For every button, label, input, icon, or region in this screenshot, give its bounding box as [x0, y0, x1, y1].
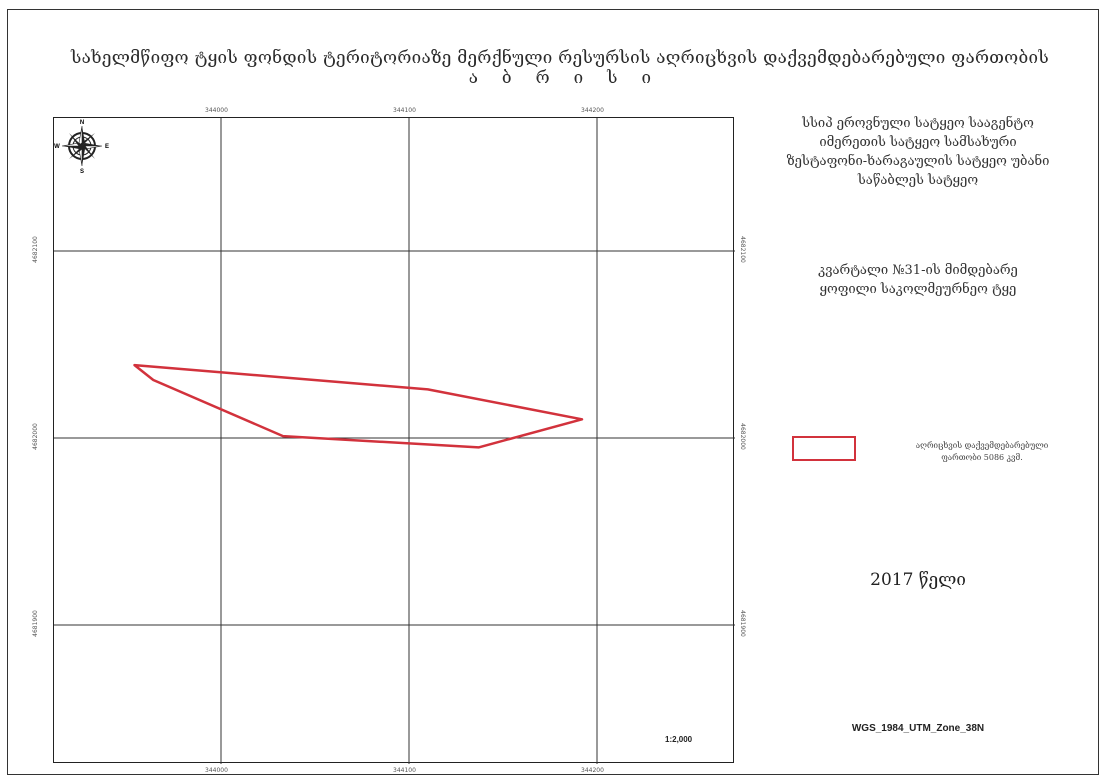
compass-w: W [54, 144, 60, 150]
y-tick-right-4682000: 4682000 [738, 423, 746, 450]
scale-label: 1:2,000 [665, 735, 693, 744]
crs-label: WGS_1984_UTM_Zone_38N [851, 723, 985, 734]
organization-line: ზესტაფონი-ხარაგაულის სატყეო უბანი [786, 154, 1050, 169]
quarter-line: ყოფილი საკოლმეურნეო ტყე [819, 282, 1017, 297]
x-tick-top-344000: 344000 [205, 107, 228, 114]
compass-n: N [80, 120, 84, 126]
y-tick-left-4682100: 4682100 [31, 236, 39, 263]
legend-line: ფართობი 5086 კვმ. [941, 453, 1023, 462]
page-frame [7, 9, 1099, 775]
y-tick-left-4682000: 4682000 [31, 423, 39, 450]
x-tick-bottom-344100: 344100 [393, 767, 416, 774]
organization-line: სსიპ ეროვნული სატყეო სააგენტო [802, 116, 1034, 131]
y-tick-right-4681900: 4681900 [738, 610, 746, 637]
legend-label: აღრიცხვის დაქვემდებარებული ფართობი 5086 … [862, 440, 1102, 464]
quarter-line: კვარტალი №31-ის მიმდებარე [818, 263, 1018, 278]
compass-e: E [105, 144, 109, 150]
organization-line: იმერეთის სატყეო სამსახური [819, 135, 1017, 150]
quarter-block: კვარტალი №31-ის მიმდებარე ყოფილი საკოლმე… [748, 261, 1088, 299]
map-subtitle: ა ბ რ ი ს ი [468, 68, 652, 88]
x-tick-bottom-344000: 344000 [205, 767, 228, 774]
compass-s: S [80, 169, 84, 174]
x-tick-top-344100: 344100 [393, 107, 416, 114]
map-canvas [54, 118, 735, 764]
parcel-polygon [133, 363, 584, 449]
legend-line: აღრიცხვის დაქვემდებარებული [915, 441, 1049, 450]
x-tick-bottom-344200: 344200 [581, 767, 604, 774]
map-title: სახელმწიფო ტყის ფონდის ტერიტორიაზე მერქნ… [71, 48, 1049, 68]
compass-rose-icon: N S E W [54, 120, 109, 174]
map-frame: N S E W [53, 117, 735, 764]
y-tick-left-4681900: 4681900 [31, 610, 39, 637]
organization-line: საწაბლეს სატყეო [857, 173, 979, 188]
y-tick-right-4682100: 4682100 [738, 236, 746, 263]
legend-swatch [792, 436, 856, 461]
x-tick-top-344200: 344200 [581, 107, 604, 114]
year-label: 2017 წელი [870, 570, 966, 590]
organization-block: სსიპ ეროვნული სატყეო სააგენტო იმერეთის ს… [748, 114, 1088, 190]
